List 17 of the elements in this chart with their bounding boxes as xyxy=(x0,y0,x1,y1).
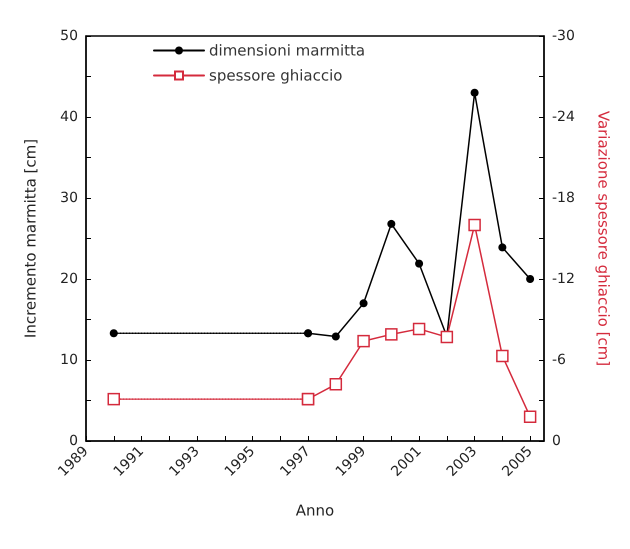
y-axis-title: Incremento marmitta [cm] xyxy=(22,138,40,338)
y-tick-label: 10 xyxy=(60,352,78,368)
y-tick-label: 40 xyxy=(60,109,78,125)
legend-label: dimensioni marmitta xyxy=(209,42,366,60)
y2-axis-title: Variazione spessore ghiaccio [cm] xyxy=(594,110,612,366)
y2-tick-label: 0 xyxy=(552,433,561,449)
legend-label: spessore ghiaccio xyxy=(209,66,342,84)
y2-tick-label: -6 xyxy=(552,352,566,368)
x-axis-title: Anno xyxy=(296,502,334,520)
y2-tick-label: -24 xyxy=(552,109,575,125)
y-tick-label: 30 xyxy=(60,190,78,206)
y2-tick-label: -30 xyxy=(552,28,575,44)
y2-tick-label: -18 xyxy=(552,190,575,206)
y-tick-label: 50 xyxy=(60,28,78,44)
y-tick-label: 20 xyxy=(60,271,78,287)
y2-tick-label: -12 xyxy=(552,271,575,287)
y-tick-label: 0 xyxy=(69,433,78,449)
